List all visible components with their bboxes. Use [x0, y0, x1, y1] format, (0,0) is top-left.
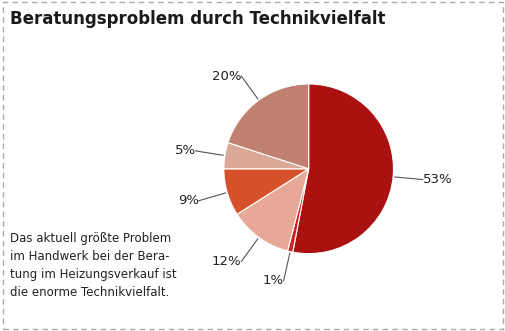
- Text: 1%: 1%: [262, 274, 283, 287]
- Wedge shape: [236, 169, 308, 251]
- Wedge shape: [223, 143, 308, 169]
- Wedge shape: [228, 84, 308, 169]
- Text: 5%: 5%: [174, 144, 195, 158]
- Text: Beratungsproblem durch Technikvielfalt: Beratungsproblem durch Technikvielfalt: [10, 10, 385, 28]
- Text: 53%: 53%: [422, 173, 451, 186]
- Wedge shape: [223, 169, 308, 214]
- Text: 20%: 20%: [212, 70, 241, 83]
- Wedge shape: [287, 169, 308, 252]
- Text: 12%: 12%: [211, 255, 241, 268]
- Text: 9%: 9%: [177, 194, 198, 207]
- Wedge shape: [292, 84, 393, 254]
- Text: Das aktuell größte Problem
im Handwerk bei der Bera-
tung im Heizungsverkauf ist: Das aktuell größte Problem im Handwerk b…: [10, 232, 176, 299]
